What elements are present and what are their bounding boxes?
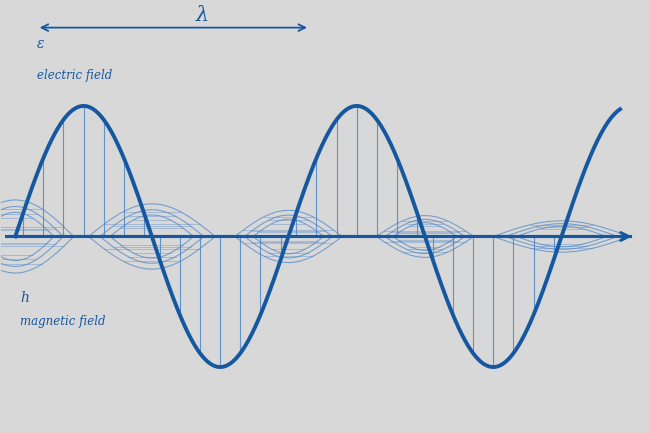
Text: ε: ε [37,37,44,51]
Text: λ: λ [196,6,209,25]
Text: h: h [20,291,29,305]
Text: electric field: electric field [37,69,112,82]
Text: magnetic field: magnetic field [20,315,106,328]
